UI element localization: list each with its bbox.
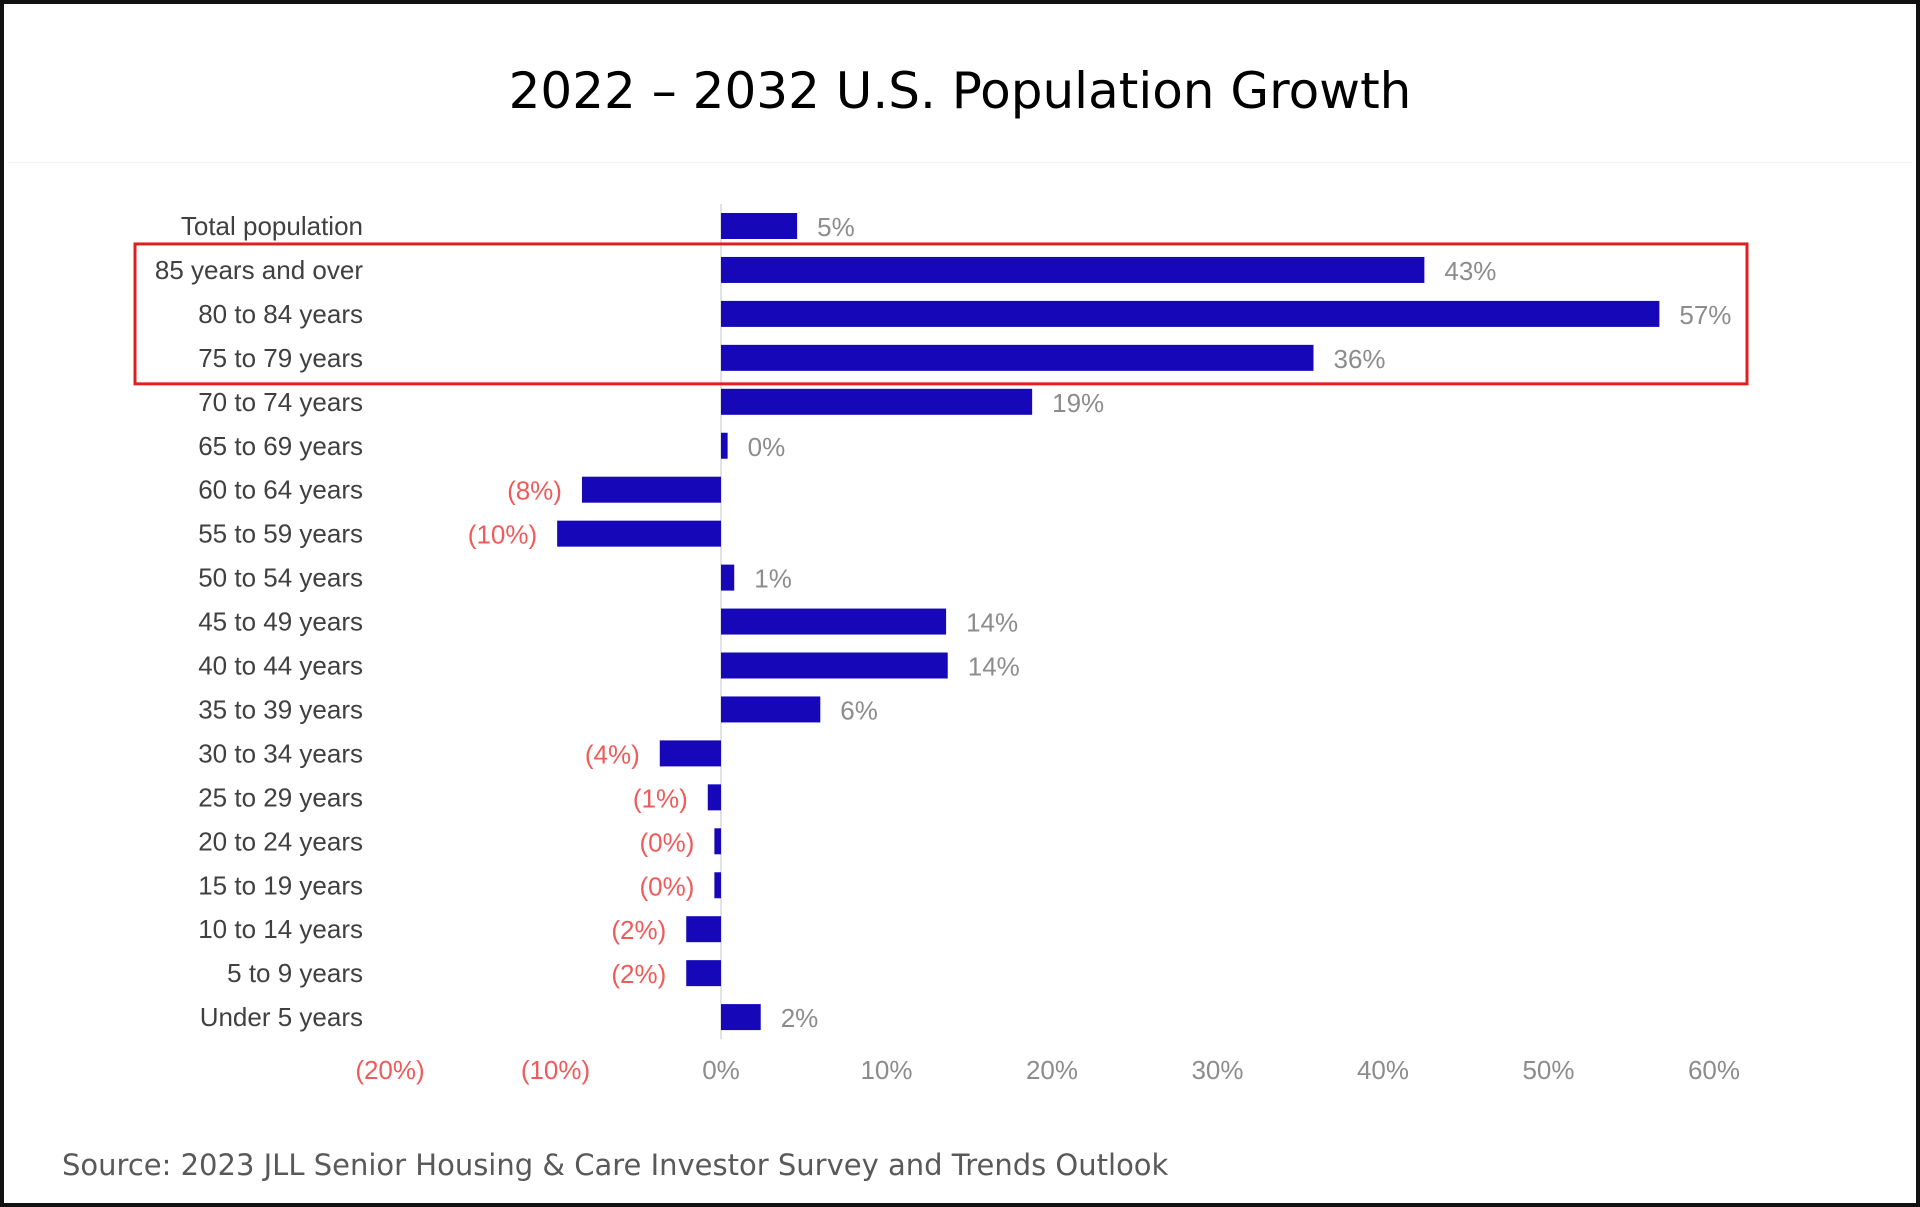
bar-60-to-64-years xyxy=(581,476,721,503)
bar-25-to-29-years xyxy=(707,784,721,811)
category-label-85-years-and-over: 85 years and over xyxy=(155,255,363,285)
data-label-5-to-9-years: (2%) xyxy=(611,959,666,989)
data-label-total-population: 5% xyxy=(817,212,855,242)
x-tick-label-20: 20% xyxy=(1026,1055,1078,1085)
highlight-box xyxy=(133,242,1749,386)
bar-15-to-19-years xyxy=(714,872,721,899)
data-label-65-to-69-years: 0% xyxy=(748,432,786,462)
category-label-65-to-69-years: 65 to 69 years xyxy=(198,431,363,461)
bar-70-to-74-years xyxy=(721,388,1033,415)
data-label-75-to-79-years: 36% xyxy=(1333,344,1385,374)
bar-40-to-44-years xyxy=(721,652,948,679)
bar-45-to-49-years xyxy=(721,608,947,635)
bar-65-to-69-years xyxy=(721,432,728,459)
x-tick-label-60: 60% xyxy=(1688,1055,1740,1085)
data-label-under-5-years: 2% xyxy=(781,1003,819,1033)
bar-55-to-59-years xyxy=(557,520,721,547)
x-tick-label-neg10: (10%) xyxy=(521,1055,590,1085)
bar-30-to-34-years xyxy=(659,740,721,767)
category-label-40-to-44-years: 40 to 44 years xyxy=(198,651,363,681)
category-label-total-population: Total population xyxy=(181,211,363,241)
data-label-45-to-49-years: 14% xyxy=(966,608,1018,638)
x-tick-label-0: 0% xyxy=(702,1055,740,1085)
bar-80-to-84-years xyxy=(721,300,1660,327)
category-label-10-to-14-years: 10 to 14 years xyxy=(198,914,363,944)
category-label-50-to-54-years: 50 to 54 years xyxy=(198,563,363,593)
bar-total-population xyxy=(721,213,798,239)
source-note: Source: 2023 JLL Senior Housing & Care I… xyxy=(62,1148,1169,1182)
data-label-20-to-24-years: (0%) xyxy=(639,827,694,857)
category-label-60-to-64-years: 60 to 64 years xyxy=(198,475,363,505)
data-label-40-to-44-years: 14% xyxy=(968,652,1020,682)
x-tick-label-30: 30% xyxy=(1191,1055,1243,1085)
data-label-50-to-54-years: 1% xyxy=(754,564,792,594)
x-tick-label-neg20: (20%) xyxy=(355,1055,424,1085)
x-tick-label-40: 40% xyxy=(1357,1055,1409,1085)
category-label-30-to-34-years: 30 to 34 years xyxy=(198,738,363,768)
category-label-70-to-74-years: 70 to 74 years xyxy=(198,387,363,417)
category-label-under-5-years: Under 5 years xyxy=(200,1002,363,1032)
category-label-80-to-84-years: 80 to 84 years xyxy=(198,299,363,329)
data-label-15-to-19-years: (0%) xyxy=(639,871,694,901)
title-divider xyxy=(8,162,1912,163)
data-label-60-to-64-years: (8%) xyxy=(507,476,562,506)
category-label-5-to-9-years: 5 to 9 years xyxy=(227,958,363,988)
category-label-15-to-19-years: 15 to 19 years xyxy=(198,870,363,900)
bar-85-years-and-over xyxy=(721,256,1425,283)
category-label-35-to-39-years: 35 to 39 years xyxy=(198,694,363,724)
category-label-75-to-79-years: 75 to 79 years xyxy=(198,343,363,373)
bar-5-to-9-years xyxy=(686,960,721,987)
bar-10-to-14-years xyxy=(686,916,721,943)
data-label-70-to-74-years: 19% xyxy=(1052,388,1104,418)
data-label-35-to-39-years: 6% xyxy=(840,695,878,725)
x-tick-label-50: 50% xyxy=(1522,1055,1574,1085)
data-label-80-to-84-years: 57% xyxy=(1679,300,1731,330)
bar-50-to-54-years xyxy=(721,564,735,591)
category-label-45-to-49-years: 45 to 49 years xyxy=(198,607,363,637)
bar-20-to-24-years xyxy=(714,828,721,855)
bar-under-5-years xyxy=(721,1004,761,1031)
category-label-25-to-29-years: 25 to 29 years xyxy=(198,782,363,812)
category-label-55-to-59-years: 55 to 59 years xyxy=(198,519,363,549)
chart-title: 2022 – 2032 U.S. Population Growth xyxy=(508,62,1412,120)
bar-75-to-79-years xyxy=(721,344,1314,371)
data-label-85-years-and-over: 43% xyxy=(1444,256,1496,286)
bar-35-to-39-years xyxy=(721,696,821,723)
data-label-25-to-29-years: (1%) xyxy=(633,783,688,813)
data-label-10-to-14-years: (2%) xyxy=(611,915,666,945)
x-tick-label-10: 10% xyxy=(860,1055,912,1085)
data-label-55-to-59-years: (10%) xyxy=(468,520,537,550)
data-label-30-to-34-years: (4%) xyxy=(585,739,640,769)
category-label-20-to-24-years: 20 to 24 years xyxy=(198,826,363,856)
